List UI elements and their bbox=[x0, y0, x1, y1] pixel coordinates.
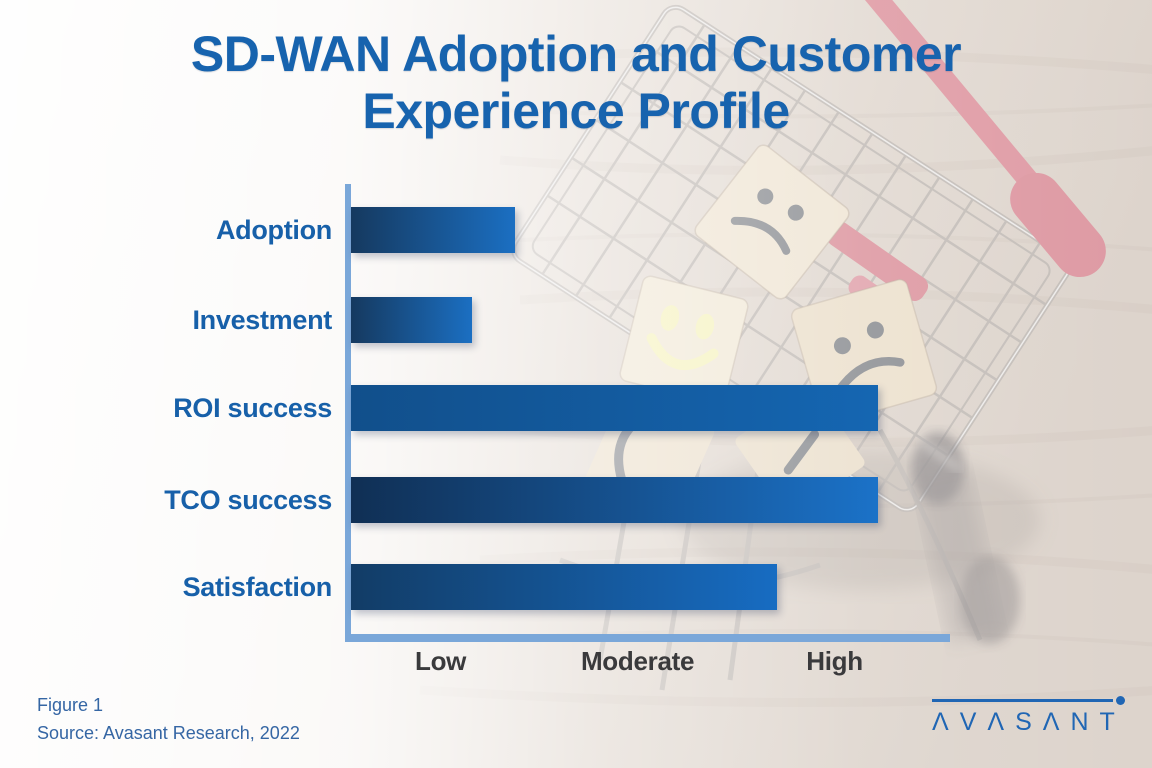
chart-title-line-1: SD-WAN Adoption and Customer bbox=[190, 26, 962, 82]
logo-dot bbox=[1116, 696, 1125, 705]
bar-roi-success bbox=[351, 385, 878, 431]
x-tick-label-moderate: Moderate bbox=[580, 646, 695, 676]
logo-text: ΛVΛSΛNT bbox=[932, 708, 1126, 736]
bar-adoption bbox=[351, 207, 515, 253]
bar-investment bbox=[351, 297, 472, 343]
logo-rule bbox=[932, 696, 1125, 705]
category-label-roi-success: ROI success bbox=[173, 392, 332, 423]
category-label-investment: Investment bbox=[192, 304, 332, 335]
figure-label: Figure 1 bbox=[37, 695, 104, 715]
category-label-tco-success: TCO success bbox=[164, 484, 332, 515]
x-tick-label-low: Low bbox=[415, 646, 467, 676]
avasant-logo: ΛVΛSΛNT bbox=[932, 696, 1126, 736]
figure-caption: Figure 1 Source: Avasant Research, 2022 bbox=[37, 691, 300, 747]
x-tick-label-high: High bbox=[806, 646, 863, 676]
bar-tco-success bbox=[351, 477, 878, 523]
category-label-adoption: Adoption bbox=[215, 214, 332, 245]
chart-title-line-2: Experience Profile bbox=[362, 83, 790, 139]
bar-satisfaction bbox=[351, 564, 777, 610]
source-label: Source: Avasant Research, 2022 bbox=[37, 723, 300, 743]
x-axis-line bbox=[345, 634, 950, 642]
y-axis-line bbox=[345, 184, 351, 642]
category-label-satisfaction: Satisfaction bbox=[182, 571, 333, 602]
chart-title: SD-WAN Adoption and Customer Experience … bbox=[0, 26, 1152, 140]
